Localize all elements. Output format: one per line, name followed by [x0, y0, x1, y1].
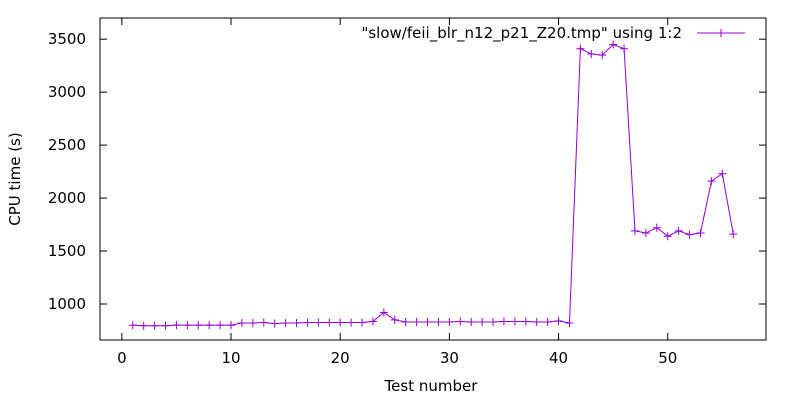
legend: "slow/feii_blr_n12_p21_Z20.tmp" using 1:… — [361, 24, 745, 43]
data-point — [729, 230, 738, 239]
x-tick-label: 50 — [658, 349, 677, 367]
data-point — [270, 319, 279, 328]
data-point — [576, 44, 585, 53]
data-point — [216, 321, 225, 330]
y-tick-label: 1000 — [48, 295, 86, 313]
y-axis-label: CPU time (s) — [6, 132, 24, 225]
data-point — [445, 317, 454, 326]
data-point — [401, 317, 410, 326]
x-tick-label: 10 — [221, 349, 240, 367]
data-point — [205, 321, 214, 330]
y-tick-label: 2000 — [48, 189, 86, 207]
data-point — [161, 321, 170, 330]
data-point — [532, 317, 541, 326]
x-tick-label: 0 — [117, 349, 127, 367]
data-point — [598, 51, 607, 60]
data-point — [478, 317, 487, 326]
data-point — [554, 316, 563, 325]
data-point — [510, 317, 519, 326]
data-point — [259, 318, 268, 327]
data-point — [434, 317, 443, 326]
legend-label: "slow/feii_blr_n12_p21_Z20.tmp" using 1:… — [361, 24, 682, 43]
data-point — [663, 232, 672, 241]
data-point — [358, 318, 367, 327]
data-point — [641, 229, 650, 238]
x-tick-label: 30 — [440, 349, 459, 367]
plot-frame — [99, 17, 767, 341]
data-point — [325, 318, 334, 327]
data-point — [565, 319, 574, 328]
data-point — [609, 40, 618, 49]
data-point — [652, 223, 661, 232]
data-point — [521, 317, 530, 326]
data-point — [194, 321, 203, 330]
tick-labels: 0 10 20 30 40 50 1000 1500 2000 2500 3000 3500 — [48, 30, 677, 367]
data-point — [292, 319, 301, 328]
data-point — [183, 321, 192, 330]
data-point — [423, 317, 432, 326]
data-point — [499, 317, 508, 326]
data-point — [412, 317, 421, 326]
data-point — [674, 226, 683, 235]
data-point — [368, 317, 377, 326]
data-point — [314, 318, 323, 327]
data-point — [630, 226, 639, 235]
data-point — [347, 318, 356, 327]
data-point — [379, 308, 388, 317]
data-point — [237, 319, 246, 328]
data-point — [489, 317, 498, 326]
y-tick-label: 3500 — [48, 30, 86, 48]
data-point — [467, 317, 476, 326]
data-point — [281, 319, 290, 328]
data-point — [456, 317, 465, 326]
data-point — [587, 50, 596, 59]
data-point — [543, 317, 552, 326]
data-point — [303, 318, 312, 327]
data-point — [696, 229, 705, 238]
data-point — [718, 169, 727, 178]
data-point — [620, 44, 629, 53]
series-layer — [128, 40, 738, 330]
data-point — [336, 318, 345, 327]
tick-marks — [100, 18, 766, 340]
legend-marker — [717, 29, 725, 37]
data-point — [227, 321, 236, 330]
data-point — [707, 177, 716, 186]
x-axis-label: Test number — [384, 377, 479, 395]
data-point — [248, 319, 257, 328]
x-tick-label: 20 — [331, 349, 350, 367]
y-tick-label: 1500 — [48, 242, 86, 260]
data-point — [172, 321, 181, 330]
data-point — [150, 321, 159, 330]
data-point — [390, 315, 399, 324]
data-point — [128, 321, 137, 330]
y-tick-label: 2500 — [48, 136, 86, 154]
data-point — [139, 321, 148, 330]
y-tick-label: 3000 — [48, 83, 86, 101]
series-line — [132, 43, 734, 327]
data-point — [685, 230, 694, 239]
x-tick-label: 40 — [549, 349, 568, 367]
